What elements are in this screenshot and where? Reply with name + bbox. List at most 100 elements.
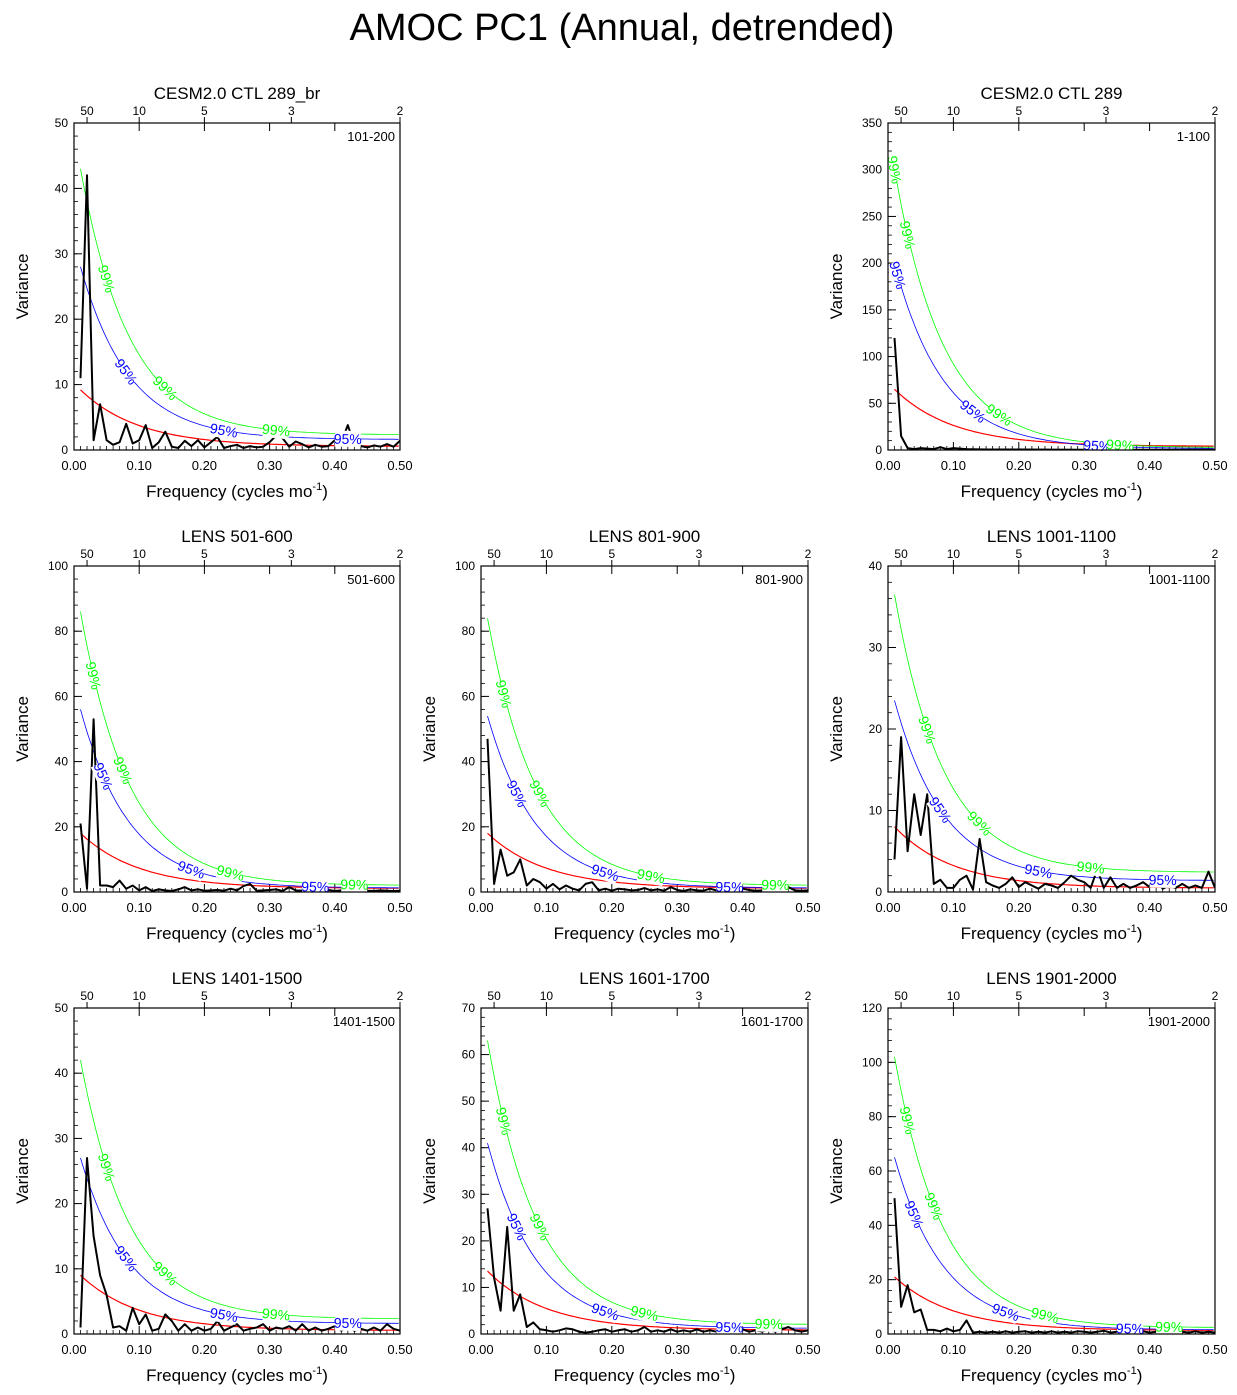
x-tick-label: 0.20 [192,458,217,473]
x-axis-label: Frequency (cycles mo-1) [961,923,1143,943]
y-tick-label: 60 [462,1048,476,1062]
label-99: 99% [261,421,290,440]
confidence-99-line [894,594,1214,873]
label-99-bg [762,876,789,893]
spectrum-line [486,1208,808,1334]
red-noise-line [487,832,807,889]
confidence-95-line [894,262,1214,449]
y-tick-label: 0 [61,1327,68,1341]
y-tick-label: 20 [55,312,69,326]
label-99: 99% [95,263,119,295]
label-99: 99% [983,400,1015,429]
period-tick-label: 50 [487,989,501,1003]
period-tick-label: 5 [1015,104,1022,118]
label-95-bg [590,1299,621,1324]
x-tick-label: 0.40 [730,900,755,915]
label-99: 99% [1029,1304,1060,1326]
y-tick-label: 100 [48,559,68,573]
period-tick-label: 50 [80,104,94,118]
x-tick-label: 0.20 [1006,1342,1031,1357]
y-tick-label: 100 [862,1055,882,1069]
x-tick-label: 0.50 [795,900,820,915]
y-tick-label: 60 [462,689,476,703]
x-axis-label: Frequency (cycles mo-1) [554,923,736,943]
x-tick-label: 0.20 [599,900,624,915]
period-tick-label: 5 [608,989,615,1003]
x-tick-label: 0.20 [192,1342,217,1357]
x-tick-label: 0.30 [665,1342,690,1357]
label-95-bg [209,420,239,441]
label-95-bg [716,878,743,896]
y-tick-label: 0 [468,1327,475,1341]
inset-label: 1901-2000 [1148,1014,1210,1029]
y-tick-label: 200 [862,256,882,270]
y-tick-label: 20 [869,1273,883,1287]
panel-title: LENS 1901-2000 [986,969,1116,988]
y-axis-label: Variance [13,696,32,762]
x-axis-label-sup: -1 [1127,923,1137,935]
x-tick-label: 0.40 [1137,1342,1162,1357]
x-tick-label: 0.10 [534,1342,559,1357]
label-95-bg [302,878,329,896]
period-tick-label: 50 [80,547,94,561]
x-tick-label: 0.40 [322,1342,347,1357]
label-99-bg [95,1152,119,1183]
y-tick-label: 60 [869,1164,883,1178]
label-99-bg [896,220,919,250]
label-95: 95% [589,861,621,885]
y-axis-label: Variance [420,1138,439,1204]
label-99-bg [915,714,940,745]
label-95-bg [901,1199,927,1230]
y-tick-label: 250 [862,209,882,223]
period-tick-label: 2 [397,104,404,118]
x-axis-label-sup: -1 [312,1365,322,1377]
x-tick-label: 0.00 [875,458,900,473]
y-tick-label: 80 [462,624,476,638]
x-tick-label: 0.30 [257,900,282,915]
plot-frame [73,122,401,451]
chart-panel-4: LENS 801-900 801-900 0.00 0.10 0.20 0.30 0.40 0… [420,527,821,943]
x-tick-label: 0.00 [61,1342,86,1357]
label-99: 99% [215,861,246,884]
label-95-bg [926,794,955,826]
y-tick-label: 0 [61,885,68,899]
confidence-95-line [894,1157,1214,1331]
label-95: 95% [715,879,743,896]
label-99: 99% [636,865,667,886]
plot-area [486,1040,808,1334]
x-tick-label: 0.10 [941,900,966,915]
y-tick-label: 30 [55,247,69,261]
label-99-bg [896,1105,919,1135]
x-axis-label-sup: -1 [1127,481,1137,493]
plot-frame [480,1007,809,1335]
x-axis-label-sup: -1 [312,481,322,493]
period-tick-label: 2 [397,989,404,1003]
confidence-99-line [894,169,1214,448]
label-95: 95% [111,1242,141,1274]
y-tick-label: 30 [462,1187,476,1201]
confidence-99-line [80,611,399,886]
x-axis-label-end: ) [322,924,328,943]
label-99: 99% [629,1302,660,1324]
plot-area [893,594,1215,891]
label-99-bg [262,1305,290,1324]
panel-title: CESM2.0 CTL 289_br [154,84,321,103]
x-tick-label: 0.50 [387,900,412,915]
period-tick-label: 3 [1103,104,1110,118]
label-95: 95% [503,777,530,809]
inset-label: 501-600 [347,572,395,587]
period-tick-label: 10 [947,104,961,118]
x-tick-label: 0.50 [387,1342,412,1357]
label-99-bg [921,1191,947,1222]
label-99-bg [1156,1318,1183,1336]
y-tick-label: 0 [468,885,475,899]
period-tick-label: 3 [288,989,295,1003]
period-tick-label: 50 [894,989,908,1003]
period-tick-label: 5 [201,989,208,1003]
y-axis-label: Variance [827,254,846,320]
label-95: 95% [209,420,239,441]
y-tick-label: 0 [61,443,68,457]
inset-label: 1-100 [1177,129,1210,144]
x-tick-label: 0.20 [1006,458,1031,473]
